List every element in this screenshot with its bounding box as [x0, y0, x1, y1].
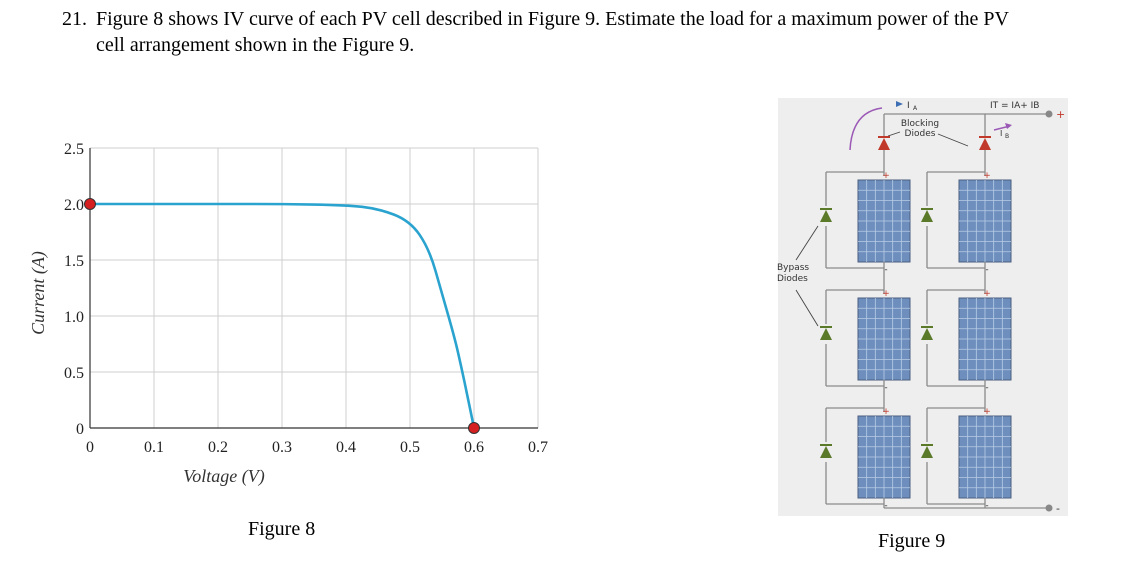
it-equation-label: IT = IA+ IB [990, 101, 1039, 111]
bypass-pointer-up [795, 225, 819, 261]
y-tick-label: 2.0 [64, 197, 84, 214]
terminal-plus-label: + [1056, 108, 1065, 121]
y-tick-label: 1.0 [64, 309, 84, 326]
x-tick-label: 0.3 [272, 439, 292, 456]
cell-plus-label: + [983, 171, 991, 181]
y-tick-labels: 0 0.5 1.0 1.5 2.0 2.5 [64, 141, 84, 438]
cell-plus-label: + [882, 171, 890, 181]
cell-minus-label: - [884, 265, 887, 275]
ia-label: I [907, 101, 910, 111]
x-tick-labels: 0 0.1 0.2 0.3 0.4 0.5 0.6 0.7 [86, 439, 548, 456]
positive-terminal [1045, 110, 1053, 118]
iv-curve-line [90, 202, 476, 429]
ib-sub-label: B [1005, 133, 1009, 140]
blocking-diode [878, 138, 890, 150]
cell-minus-label: - [985, 501, 988, 511]
cell-minus-label: - [985, 265, 988, 275]
blocking-diodes-label-2: Diodes [905, 129, 936, 139]
bypass-diodes-label-2: Diodes [777, 274, 808, 284]
x-tick-label: 0.7 [528, 439, 548, 456]
blocking-pointer-b [937, 133, 969, 147]
cell-minus-label: - [884, 383, 887, 393]
bypass-diodes-label-1: Bypass [777, 263, 809, 273]
bypass-diode [820, 328, 832, 340]
cell-minus-label: - [985, 383, 988, 393]
bypass-diode [921, 446, 933, 458]
x-tick-label: 0.2 [208, 439, 228, 456]
x-tick-label: 0 [86, 439, 94, 456]
cell-plus-label: + [882, 289, 890, 299]
x-tick-label: 0.1 [144, 439, 164, 456]
bypass-diode [820, 210, 832, 222]
key-point-marker [468, 422, 480, 434]
x-tick-label: 0.4 [336, 439, 356, 456]
ia-sub-label: A [913, 105, 918, 112]
x-tick-label: 0.6 [464, 439, 484, 456]
y-axis-label: Current (A) [28, 251, 49, 335]
x-axis-label: Voltage (V) [183, 466, 264, 487]
y-tick-label: 0.5 [64, 365, 84, 382]
bypass-diode [921, 328, 933, 340]
ib-arrow-head [1005, 123, 1012, 129]
y-tick-label: 0 [76, 421, 84, 438]
cell-minus-label: - [884, 501, 887, 511]
bypass-pointer-down [795, 289, 819, 327]
question-line-2: cell arrangement shown in the Figure 9. [96, 34, 415, 56]
bypass-diode [921, 210, 933, 222]
blocking-pointer-a [887, 131, 901, 137]
key-point-marker [84, 198, 96, 210]
y-tick-label: 2.5 [64, 141, 84, 158]
question-line-1: Figure 8 shows IV curve of each PV cell … [96, 8, 1009, 30]
cell-plus-label: + [882, 407, 890, 417]
figure-8-caption: Figure 8 [248, 518, 316, 540]
blocking-diodes-label-1: Blocking [901, 119, 939, 129]
iv-curve-chart: 0 0.1 0.2 0.3 0.4 0.5 0.6 0.7 0 0.5 1.0 1.5 2.0 2.5 Vo… [28, 141, 548, 487]
figure-9-caption: Figure 9 [878, 530, 946, 552]
cell-plus-label: + [983, 407, 991, 417]
bypass-diode [820, 446, 832, 458]
x-tick-label: 0.5 [400, 439, 420, 456]
diagram-background [778, 98, 1068, 516]
cell-plus-label: + [983, 289, 991, 299]
ib-label: I [1000, 129, 1002, 138]
question-number: 21. [62, 8, 87, 30]
ia-arrow [896, 101, 903, 107]
negative-terminal [1045, 504, 1053, 512]
blocking-diode [979, 138, 991, 150]
y-tick-label: 1.5 [64, 253, 84, 270]
terminal-minus-label: - [1056, 502, 1060, 515]
ia-flow-arrow [849, 107, 883, 151]
